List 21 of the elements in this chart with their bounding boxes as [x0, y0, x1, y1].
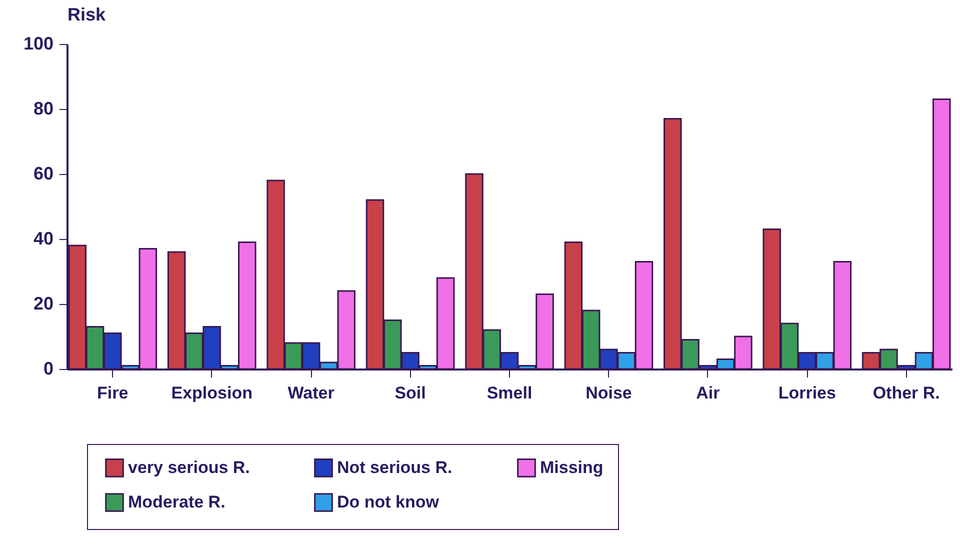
x-tick-label: Smell — [486, 384, 532, 402]
legend-label: Missing — [540, 458, 604, 477]
x-tick-label: Air — [696, 384, 720, 402]
y-axis-title: Risk — [68, 4, 107, 24]
y-tick-label: 40 — [33, 228, 54, 248]
x-tick-label: Other R. — [872, 384, 940, 402]
x-tick-label: Noise — [586, 384, 632, 402]
y-tick-label: 80 — [33, 98, 54, 118]
legend-label: Do not know — [337, 492, 440, 512]
legend-label: Not serious R. — [337, 458, 452, 477]
y-tick-label: 0 — [43, 358, 54, 378]
x-tick-label: Soil — [394, 384, 426, 402]
y-tick-label: 100 — [23, 34, 54, 54]
legend-label: Moderate R. — [128, 492, 226, 512]
x-tick-label: Fire — [97, 384, 128, 402]
y-tick-label: 60 — [33, 164, 54, 184]
x-tick-label: Lorries — [778, 384, 836, 402]
y-tick-label: 20 — [33, 294, 54, 314]
x-tick-label: Explosion — [171, 384, 252, 402]
legend-label: very serious R. — [128, 458, 250, 477]
x-tick-label: Water — [288, 384, 335, 402]
